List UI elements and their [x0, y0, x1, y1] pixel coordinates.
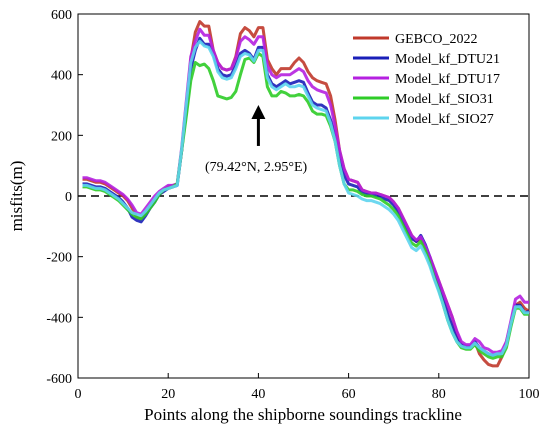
y-tick-label: -400 [46, 311, 72, 326]
legend: GEBCO_2022 Model_kf_DTU21 Model_kf_DTU17 Mo… [353, 32, 500, 127]
x-tick-label: 60 [342, 387, 356, 402]
y-tick-label: 0 [65, 190, 72, 205]
y-tick-label: -600 [46, 372, 72, 387]
annotation-label: (79.42°N, 2.95°E) [205, 160, 308, 175]
legend-label: Model_kf_SIO27 [395, 112, 494, 127]
axis-ticks: 0 20 40 60 80 100 -600 -400 -200 0 200 400 600 [46, 8, 539, 402]
x-tick-label: 80 [432, 387, 446, 402]
y-tick-label: 600 [51, 8, 72, 23]
legend-label: GEBCO_2022 [395, 32, 477, 47]
x-axis-title: Points along the shipborne soundings tra… [144, 405, 462, 424]
y-tick-label: 200 [51, 129, 72, 144]
legend-label: Model_kf_DTU21 [395, 52, 500, 67]
legend-label: Model_kf_SIO31 [395, 92, 494, 107]
y-axis-title: misfits(m) [7, 161, 26, 232]
series-line-model-kf-sio27 [82, 39, 529, 357]
x-tick-label: 100 [519, 387, 540, 402]
x-tick-label: 40 [251, 387, 265, 402]
annotation: (79.42°N, 2.95°E) [205, 105, 308, 175]
series-layer [82, 20, 530, 368]
annotation-arrow-head [251, 105, 266, 119]
y-tick-label: -200 [46, 251, 72, 266]
x-tick-label: 0 [75, 387, 82, 402]
y-tick-label: 400 [51, 69, 72, 84]
x-tick-label: 20 [161, 387, 175, 402]
legend-label: Model_kf_DTU17 [395, 72, 500, 87]
